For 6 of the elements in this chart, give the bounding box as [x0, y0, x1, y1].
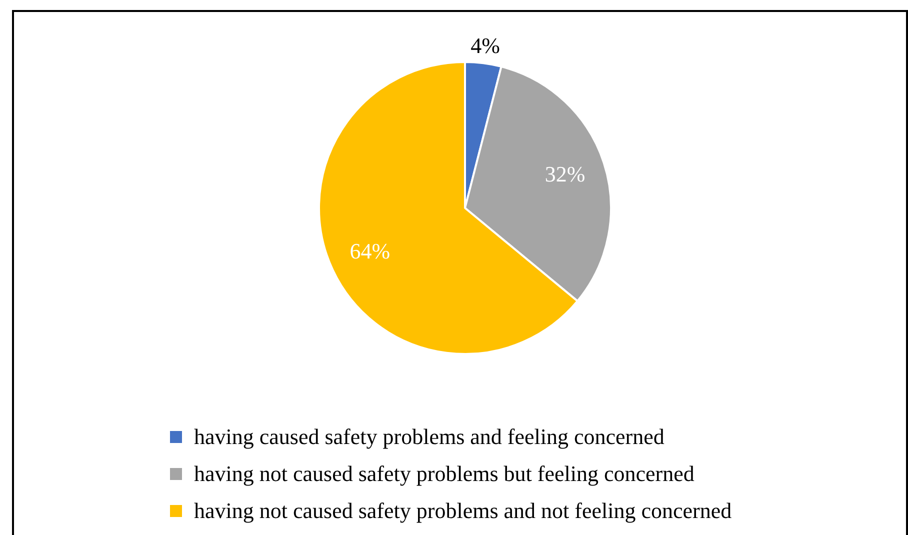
legend-label: having not caused safety problems and not feeling concerned [194, 498, 732, 524]
data-label: 4% [470, 33, 500, 58]
data-label: 64% [350, 238, 390, 264]
legend-label: having caused safety problems and feeling concerned [194, 424, 664, 450]
data-label: 32% [544, 161, 586, 186]
legend-label: having not caused safety problems but feeling concerned [194, 460, 694, 486]
